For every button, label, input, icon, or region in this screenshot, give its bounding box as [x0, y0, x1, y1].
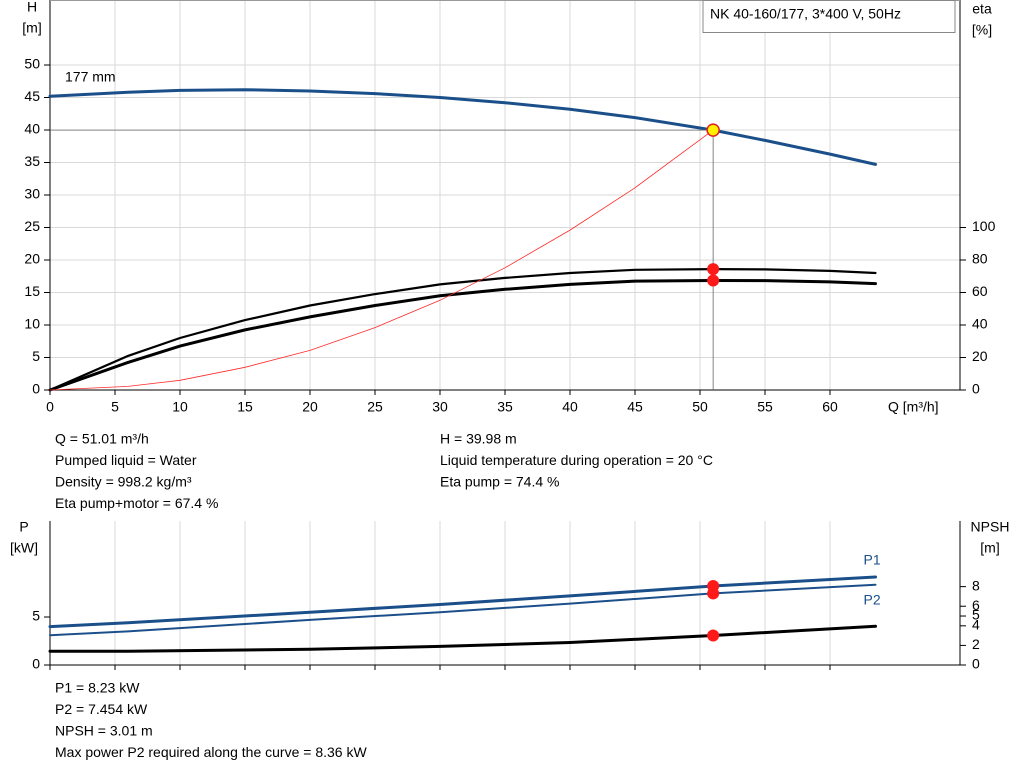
curve — [49, 129, 714, 391]
y-tick-label: 15 — [24, 283, 40, 299]
y2-tick-label: 8 — [972, 577, 980, 593]
curve — [48, 88, 877, 166]
info-text: H = 39.98 m — [440, 431, 517, 447]
x-axis-label: Q [m³/h] — [888, 399, 939, 415]
y2-tick-label: 6 — [972, 597, 980, 613]
y2-tick-label: 20 — [972, 348, 988, 364]
x-tick-label: 15 — [237, 399, 253, 415]
x-tick-label: 55 — [757, 399, 773, 415]
y2-tick-label: 40 — [972, 316, 988, 332]
y-axis-label: H — [27, 0, 37, 15]
x-tick-label: 10 — [172, 399, 188, 415]
x-tick-label: 40 — [562, 399, 578, 415]
chart-title: NK 40-160/177, 3*400 V, 50Hz — [710, 6, 901, 22]
y2-tick-label: 2 — [972, 636, 980, 652]
curve — [48, 624, 877, 653]
y-tick-label: 45 — [24, 88, 40, 104]
y-tick-label: 5 — [32, 608, 40, 624]
x-tick-label: 5 — [111, 399, 119, 415]
x-tick-label: 35 — [497, 399, 513, 415]
y2-tick-label: 100 — [972, 218, 996, 234]
operating-point — [707, 263, 720, 276]
y-tick-label: 35 — [24, 153, 40, 169]
y-tick-label: 10 — [24, 316, 40, 332]
curve — [48, 267, 877, 392]
info-text: Eta pump = 74.4 % — [440, 474, 559, 490]
operating-point — [707, 274, 720, 287]
y2-tick-label: 60 — [972, 283, 988, 299]
info-text: Eta pump+motor = 67.4 % — [55, 495, 218, 511]
y-tick-label: 50 — [24, 56, 40, 72]
info-text: Density = 998.2 kg/m³ — [55, 474, 192, 490]
info-text: Max power P2 required along the curve = … — [55, 744, 367, 760]
y-tick-label: 0 — [32, 381, 40, 397]
y-tick-label: 30 — [24, 186, 40, 202]
title-box — [702, 0, 956, 33]
y-tick-label: 0 — [32, 656, 40, 672]
y-axis-unit: [kW] — [10, 540, 38, 556]
x-tick-label: 30 — [432, 399, 448, 415]
y2-axis-unit: [m] — [980, 540, 999, 556]
x-tick-label: 60 — [822, 399, 838, 415]
operating-point — [706, 123, 720, 137]
info-text: Pumped liquid = Water — [55, 452, 197, 468]
x-tick-label: 20 — [302, 399, 318, 415]
operating-point — [707, 587, 720, 600]
y2-axis-label: NPSH — [971, 519, 1010, 535]
legend-label: P2 — [864, 591, 881, 607]
operating-point — [707, 629, 720, 642]
curve — [49, 583, 877, 637]
curve — [48, 575, 877, 629]
info-text: P2 = 7.454 kW — [55, 701, 148, 717]
y2-axis-unit: [%] — [972, 22, 992, 38]
legend-label: P1 — [864, 552, 881, 568]
y-axis-label: P — [19, 519, 28, 535]
info-text: Q = 51.01 m³/h — [55, 431, 149, 447]
y-tick-label: 25 — [24, 218, 40, 234]
x-tick-label: 45 — [627, 399, 643, 415]
y2-tick-label: 0 — [972, 656, 980, 672]
y2-tick-label: 0 — [972, 381, 980, 397]
curve — [48, 278, 877, 392]
y2-tick-label: 5 — [972, 607, 980, 623]
y-tick-label: 40 — [24, 121, 40, 137]
info-text: P1 = 8.23 kW — [55, 680, 140, 696]
y-tick-label: 20 — [24, 251, 40, 267]
y-axis-unit: [m] — [22, 20, 41, 36]
x-tick-label: 25 — [367, 399, 383, 415]
y2-axis-label: eta — [972, 1, 992, 17]
y-tick-label: 5 — [32, 348, 40, 364]
info-text: NPSH = 3.01 m — [55, 723, 153, 739]
x-tick-label: 50 — [692, 399, 708, 415]
info-text: Liquid temperature during operation = 20… — [440, 452, 713, 468]
curve-annotation: 177 mm — [65, 69, 116, 85]
y2-tick-label: 4 — [972, 617, 980, 633]
y2-tick-label: 80 — [972, 251, 988, 267]
x-tick-label: 0 — [46, 399, 54, 415]
